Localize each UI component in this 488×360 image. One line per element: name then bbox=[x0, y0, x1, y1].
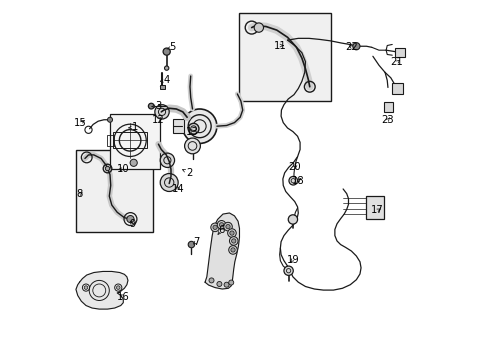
Bar bbox=[106, 135, 114, 146]
Circle shape bbox=[126, 216, 134, 223]
Bar bbox=[113, 132, 147, 148]
Text: 8: 8 bbox=[76, 189, 82, 199]
Text: 15: 15 bbox=[74, 118, 86, 128]
Circle shape bbox=[105, 166, 109, 171]
Circle shape bbox=[208, 278, 214, 283]
Text: 18: 18 bbox=[291, 176, 304, 186]
Circle shape bbox=[210, 223, 219, 231]
Text: 9: 9 bbox=[129, 219, 135, 229]
Circle shape bbox=[229, 237, 238, 245]
Polygon shape bbox=[204, 213, 239, 289]
Circle shape bbox=[287, 215, 297, 224]
Text: 21: 21 bbox=[390, 57, 403, 67]
Circle shape bbox=[160, 153, 174, 167]
Circle shape bbox=[164, 66, 168, 70]
Circle shape bbox=[130, 159, 137, 166]
Circle shape bbox=[230, 248, 235, 252]
Circle shape bbox=[219, 223, 223, 227]
Text: 22: 22 bbox=[345, 42, 358, 52]
Text: 14: 14 bbox=[171, 184, 184, 194]
Circle shape bbox=[188, 123, 199, 134]
Text: 2: 2 bbox=[182, 168, 192, 178]
Circle shape bbox=[227, 229, 236, 237]
Bar bbox=[172, 119, 183, 134]
Circle shape bbox=[160, 174, 178, 192]
Polygon shape bbox=[76, 271, 128, 309]
Bar bbox=[239, 13, 330, 101]
Circle shape bbox=[225, 225, 230, 229]
Text: 13: 13 bbox=[186, 127, 199, 136]
Text: 16: 16 bbox=[117, 292, 129, 302]
Circle shape bbox=[228, 246, 237, 254]
Circle shape bbox=[223, 222, 232, 231]
Circle shape bbox=[84, 286, 88, 289]
Circle shape bbox=[116, 286, 120, 289]
Text: 17: 17 bbox=[370, 206, 383, 216]
Circle shape bbox=[352, 42, 359, 50]
Bar bbox=[110, 114, 160, 169]
Text: 7: 7 bbox=[193, 237, 199, 247]
Bar bbox=[160, 85, 164, 89]
Text: 12: 12 bbox=[152, 115, 164, 125]
Circle shape bbox=[155, 105, 169, 119]
Bar bbox=[76, 149, 153, 232]
Text: 6: 6 bbox=[218, 225, 224, 235]
Circle shape bbox=[184, 138, 200, 154]
Circle shape bbox=[284, 266, 293, 275]
Circle shape bbox=[217, 221, 225, 229]
Bar bbox=[366, 196, 383, 220]
Text: 3: 3 bbox=[152, 102, 161, 112]
Circle shape bbox=[148, 103, 154, 109]
Circle shape bbox=[107, 117, 112, 122]
Text: 10: 10 bbox=[117, 164, 130, 174]
Text: 23: 23 bbox=[381, 115, 393, 125]
Circle shape bbox=[217, 282, 222, 287]
Circle shape bbox=[188, 241, 194, 248]
Text: 20: 20 bbox=[288, 162, 301, 172]
Circle shape bbox=[231, 239, 235, 243]
Text: 11: 11 bbox=[273, 41, 286, 50]
Bar bbox=[391, 83, 402, 94]
Bar bbox=[384, 102, 392, 112]
Circle shape bbox=[288, 176, 297, 185]
Circle shape bbox=[163, 48, 170, 55]
Circle shape bbox=[254, 23, 263, 32]
Text: 19: 19 bbox=[286, 255, 299, 265]
Circle shape bbox=[228, 280, 233, 285]
Text: 5: 5 bbox=[166, 42, 176, 52]
Circle shape bbox=[212, 225, 217, 229]
Circle shape bbox=[224, 282, 228, 287]
Circle shape bbox=[229, 231, 234, 235]
Bar bbox=[394, 48, 405, 57]
Text: 1: 1 bbox=[128, 122, 138, 132]
Text: 4: 4 bbox=[160, 75, 169, 85]
Circle shape bbox=[182, 109, 217, 143]
